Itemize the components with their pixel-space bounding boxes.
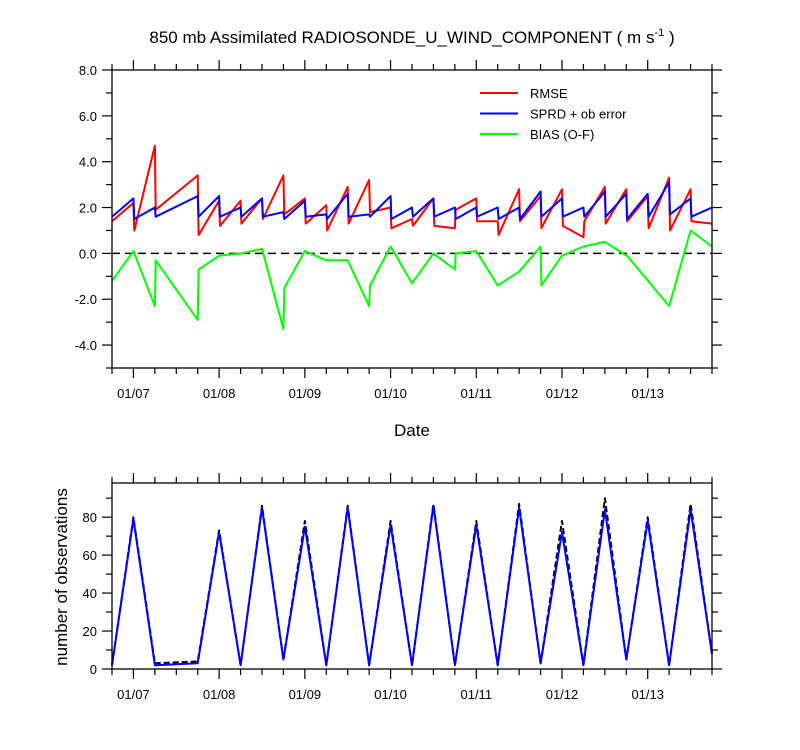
- legend-label: SPRD + ob error: [530, 107, 627, 122]
- x-tick-label: 01/13: [631, 386, 664, 401]
- series-line-1: [111, 181, 713, 220]
- x-tick-label: 01/07: [117, 687, 150, 702]
- x-tick-label: 01/10: [374, 687, 407, 702]
- y-tick-label: 2.0: [79, 201, 97, 216]
- y-tick-label: 6.0: [79, 109, 97, 124]
- x-tick-label: 01/12: [546, 687, 579, 702]
- y-tick-label: -4.0: [75, 338, 97, 353]
- series-line-1: [111, 504, 713, 667]
- x-tick-label: 01/07: [117, 386, 150, 401]
- y-tick-label: 80: [83, 510, 97, 525]
- x-tick-label: 01/11: [460, 386, 492, 401]
- y-tick-label: 4.0: [79, 155, 97, 170]
- y-tick-label: 20: [83, 624, 97, 639]
- x-tick-label: 01/09: [289, 687, 322, 702]
- series-line-2: [111, 229, 713, 330]
- x-tick-label: 01/12: [546, 386, 579, 401]
- legend-label: RMSE: [530, 86, 568, 101]
- y-tick-label: 0: [90, 662, 97, 677]
- x-tick-label: 01/10: [374, 386, 407, 401]
- x-tick-label: 01/08: [203, 687, 236, 702]
- y-tick-label: 60: [83, 548, 97, 563]
- chart-title: 850 mb Assimilated RADIOSONDE_U_WIND_COM…: [149, 27, 674, 47]
- series-line-0: [111, 144, 713, 239]
- legend-label: BIAS (O-F): [530, 127, 594, 142]
- y-tick-label: -2.0: [75, 292, 97, 307]
- y-tick-label: 40: [83, 586, 97, 601]
- y-tick-label: 8.0: [79, 63, 97, 78]
- top-chart: 01/07 01/08 01/09 01/10 01/11 01/12 01/13 -4.0 -…: [75, 60, 722, 401]
- x-tick-label: 01/08: [203, 386, 236, 401]
- x-tick-label: 01/13: [631, 687, 664, 702]
- y-axis-label: number of observations: [52, 488, 71, 666]
- y-tick-label: 0.0: [79, 246, 97, 261]
- bottom-chart: 01/07 01/08 01/09 01/10 01/11 01/12 01/13 0 20 40…: [83, 473, 722, 702]
- x-tick-label: 01/09: [289, 386, 322, 401]
- x-tick-label: 01/11: [460, 687, 492, 702]
- x-axis-label: Date: [394, 421, 430, 440]
